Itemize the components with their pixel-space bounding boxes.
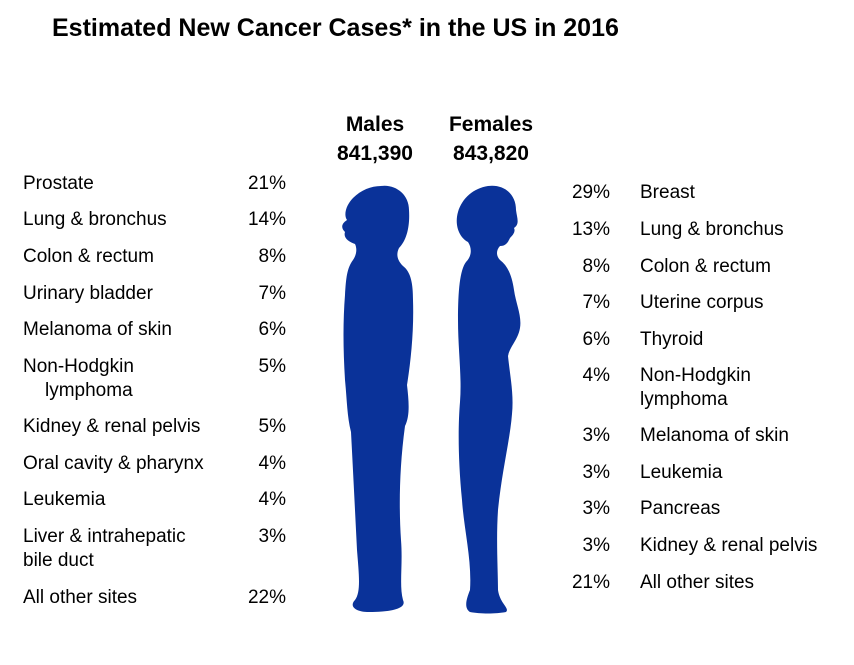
females-site-percent: 3% bbox=[582, 535, 610, 556]
females-site-percent: 7% bbox=[582, 292, 610, 313]
females-site-name: Breast bbox=[640, 182, 695, 203]
females-site-label: Non-Hodgkin lymphoma bbox=[640, 364, 751, 412]
females-header: Females 843,820 bbox=[436, 110, 546, 168]
females-site-percent: 8% bbox=[582, 256, 610, 277]
males-site-label: Leukemia bbox=[23, 488, 105, 512]
males-site-percent: 4% bbox=[258, 489, 286, 510]
females-site-name: Lung & bronchus bbox=[640, 219, 784, 240]
females-site-label: Breast bbox=[640, 181, 695, 205]
females-total: 843,820 bbox=[453, 142, 529, 165]
males-site-name: Prostate bbox=[23, 173, 94, 194]
female-silhouette-icon bbox=[450, 180, 540, 620]
males-site-percent: 8% bbox=[258, 246, 286, 267]
females-site-label: All other sites bbox=[640, 571, 754, 595]
males-site-name: Liver & intrahepatic bbox=[23, 526, 186, 547]
females-site-name: All other sites bbox=[640, 572, 755, 593]
males-site-name-line2: lymphoma bbox=[45, 380, 133, 401]
females-site-label: Kidney & renal pelvis bbox=[640, 534, 817, 558]
females-site-name: Kidney & renal pelvis bbox=[640, 535, 818, 556]
males-site-name: Urinary bladder bbox=[23, 283, 153, 304]
females-site-percent: 4% bbox=[582, 365, 610, 386]
females-site-name: Thyroid bbox=[640, 329, 704, 350]
females-site-name: Pancreas bbox=[640, 498, 721, 519]
male-silhouette-icon bbox=[333, 180, 423, 620]
males-site-label: Colon & rectum bbox=[23, 245, 154, 269]
females-site-name: Melanoma of skin bbox=[640, 425, 789, 446]
males-site-label: All other sites bbox=[23, 586, 137, 610]
males-site-name: Melanoma of skin bbox=[23, 319, 172, 340]
females-site-label: Thyroid bbox=[640, 328, 703, 352]
females-site-name: Leukemia bbox=[640, 462, 723, 483]
males-site-percent: 5% bbox=[258, 416, 286, 437]
males-site-label: Liver & intrahepatic bile duct bbox=[23, 525, 186, 573]
females-site-label: Uterine corpus bbox=[640, 291, 764, 315]
males-site-percent: 21% bbox=[247, 173, 286, 194]
males-site-percent: 14% bbox=[247, 209, 286, 230]
females-site-label: Lung & bronchus bbox=[640, 218, 784, 242]
males-site-label: Oral cavity & pharynx bbox=[23, 452, 204, 476]
females-site-name: Uterine corpus bbox=[640, 292, 764, 313]
males-site-percent: 6% bbox=[258, 319, 286, 340]
males-site-name: Kidney & renal pelvis bbox=[23, 416, 201, 437]
males-site-label: Urinary bladder bbox=[23, 282, 153, 306]
females-site-percent: 3% bbox=[582, 498, 610, 519]
males-site-name: All other sites bbox=[23, 587, 138, 608]
males-site-percent: 3% bbox=[258, 526, 286, 547]
females-site-name-line2: lymphoma bbox=[640, 389, 728, 410]
females-site-percent: 13% bbox=[571, 219, 610, 240]
females-site-label: Melanoma of skin bbox=[640, 424, 789, 448]
males-site-percent: 4% bbox=[258, 453, 286, 474]
page-title: Estimated New Cancer Cases* in the US in… bbox=[52, 14, 619, 42]
males-total: 841,390 bbox=[337, 142, 413, 165]
males-site-name: Colon & rectum bbox=[23, 246, 154, 267]
females-site-percent: 6% bbox=[582, 329, 610, 350]
males-site-name: Non-Hodgkin bbox=[23, 356, 134, 377]
males-site-name-line2: bile duct bbox=[23, 550, 94, 571]
males-site-percent: 22% bbox=[247, 587, 286, 608]
males-header: Males 841,390 bbox=[320, 110, 430, 168]
males-site-name: Lung & bronchus bbox=[23, 209, 167, 230]
females-site-percent: 3% bbox=[582, 425, 610, 446]
males-label: Males bbox=[345, 113, 405, 136]
females-site-percent: 21% bbox=[571, 572, 610, 593]
females-site-percent: 29% bbox=[571, 182, 610, 203]
females-site-percent: 3% bbox=[582, 462, 610, 483]
females-site-name: Non-Hodgkin bbox=[640, 365, 751, 386]
males-site-label: Melanoma of skin bbox=[23, 318, 172, 342]
females-site-label: Leukemia bbox=[640, 461, 722, 485]
females-site-name: Colon & rectum bbox=[640, 256, 771, 277]
males-site-label: Prostate bbox=[23, 172, 94, 196]
females-site-label: Colon & rectum bbox=[640, 255, 771, 279]
males-site-name: Leukemia bbox=[23, 489, 106, 510]
males-site-name: Oral cavity & pharynx bbox=[23, 453, 204, 474]
males-site-label: Non-Hodgkin lymphoma bbox=[23, 355, 134, 403]
males-site-percent: 7% bbox=[258, 283, 286, 304]
females-site-label: Pancreas bbox=[640, 497, 720, 521]
males-site-label: Kidney & renal pelvis bbox=[23, 415, 200, 439]
males-site-label: Lung & bronchus bbox=[23, 208, 167, 232]
males-site-percent: 5% bbox=[258, 356, 286, 377]
females-label: Females bbox=[448, 113, 534, 136]
